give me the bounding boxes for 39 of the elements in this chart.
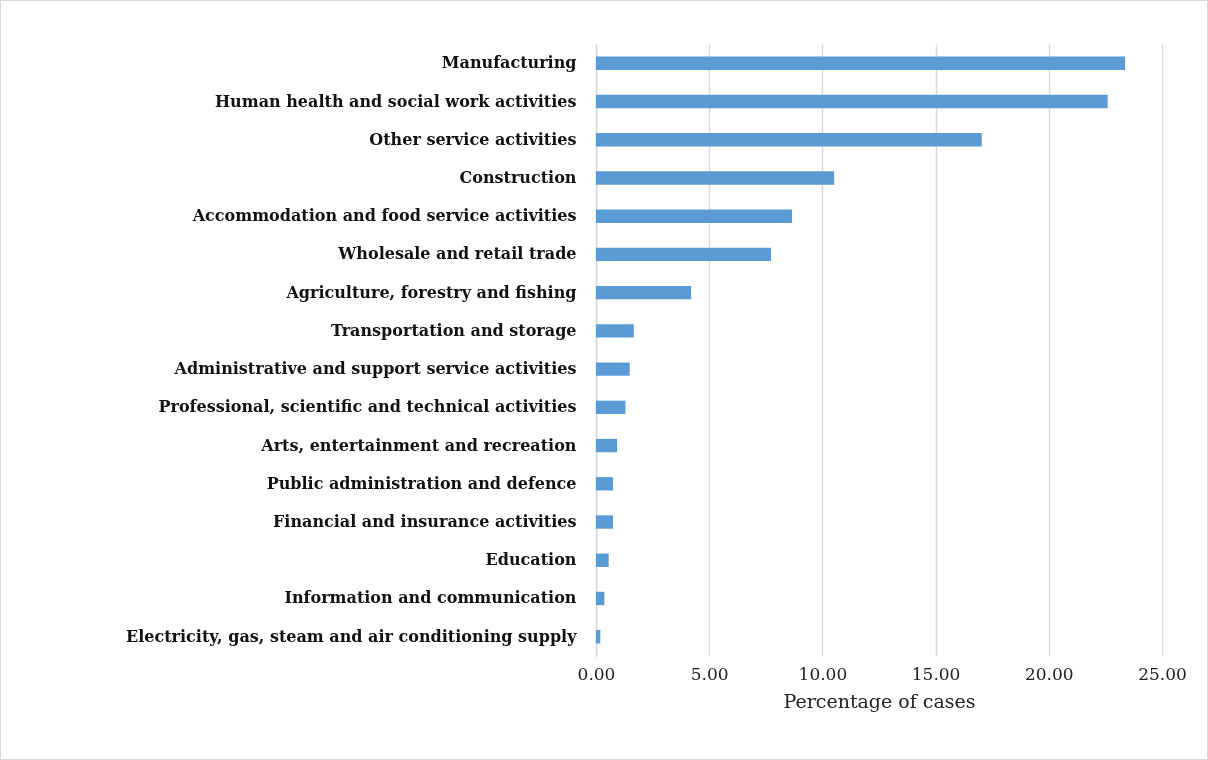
x-tick-label: 20.00 (1024, 663, 1074, 684)
bar (596, 247, 772, 262)
y-tick-label: Administrative and support service activities (173, 359, 577, 379)
bar (596, 285, 692, 300)
y-tick-label: Agriculture, forestry and fishing (285, 282, 577, 302)
y-tick-label: Accommodation and food service activities (191, 206, 577, 226)
bar (596, 362, 630, 376)
bar (596, 400, 626, 415)
x-tick-label: 5.00 (690, 663, 729, 684)
bar (596, 324, 634, 338)
x-tick-label: 0.00 (577, 663, 616, 684)
bar (596, 630, 601, 644)
bar (596, 553, 609, 567)
bar (596, 591, 605, 606)
y-tick-label: Manufacturing (441, 53, 577, 73)
y-tick-label: Education (485, 550, 577, 570)
y-tick-label: Transportation and storage (330, 320, 577, 340)
bar (596, 209, 793, 223)
y-tick-label: Other service activities (369, 129, 577, 149)
x-tick-label: 15.00 (911, 663, 961, 684)
y-tick-label: Arts, entertainment and recreation (260, 435, 577, 455)
y-tick-label: Wholesale and retail trade (337, 244, 577, 264)
bar (596, 133, 982, 147)
y-tick-label: Electricity, gas, steam and air conditioning supply (125, 626, 578, 646)
x-tick-label: 25.00 (1138, 663, 1187, 684)
y-tick-label: Professional, scientific and technical activities (158, 397, 577, 417)
bar (596, 515, 613, 529)
bar (596, 477, 613, 491)
y-tick-label: Financial and insurance activities (272, 512, 577, 532)
y-tick-label: Human health and social work activities (214, 91, 577, 111)
y-tick-label: Construction (459, 167, 577, 187)
bar (596, 94, 1108, 109)
bar (596, 56, 1126, 70)
x-axis-title: Percentage of cases (783, 689, 976, 712)
y-tick-label: Public administration and defence (266, 473, 577, 493)
x-tick-label: 10.00 (798, 663, 848, 684)
bar (596, 438, 618, 453)
bar (596, 171, 835, 185)
y-tick-label: Information and communication (284, 588, 577, 608)
